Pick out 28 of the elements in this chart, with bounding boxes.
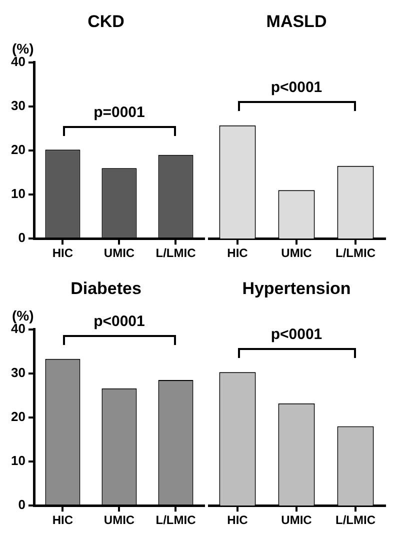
y-tick-label: 20 bbox=[10, 409, 26, 424]
x-tick-label: UMIC bbox=[281, 246, 312, 260]
y-tick-label: 20 bbox=[10, 142, 26, 158]
annotation: p<0001 bbox=[270, 326, 324, 344]
x-tick-label: L/LMIC bbox=[336, 246, 376, 260]
annotation: p<0001 bbox=[92, 312, 146, 330]
x-tick-label: L/LMIC bbox=[336, 513, 376, 528]
y-tick-label: 0 bbox=[18, 497, 26, 512]
y-tick-label: 0 bbox=[18, 230, 26, 246]
y-tick-label: 30 bbox=[10, 365, 26, 380]
chart-title: Diabetes bbox=[70, 278, 142, 298]
y-tick-label: 10 bbox=[10, 186, 26, 202]
chart-title: CKD bbox=[88, 12, 124, 31]
annotation: p<0001 bbox=[270, 79, 324, 96]
x-tick-label: UMIC bbox=[104, 246, 135, 260]
x-tick-label: UMIC bbox=[281, 513, 312, 528]
x-tick-label: L/LMIC bbox=[156, 246, 196, 260]
chart-title: Hypertension bbox=[242, 278, 351, 298]
x-tick-label: L/LMIC bbox=[156, 513, 196, 528]
annotation: p=0001 bbox=[92, 104, 146, 121]
y-tick-label: 30 bbox=[10, 98, 26, 114]
x-tick-label: HIC bbox=[227, 246, 248, 260]
x-tick-label: HIC bbox=[227, 513, 248, 528]
x-tick-label: UMIC bbox=[104, 513, 135, 528]
x-tick-label: HIC bbox=[52, 246, 74, 260]
chart-title: MASLD bbox=[266, 12, 327, 31]
y-tick-label: 10 bbox=[10, 453, 26, 468]
x-tick-label: HIC bbox=[52, 513, 74, 528]
